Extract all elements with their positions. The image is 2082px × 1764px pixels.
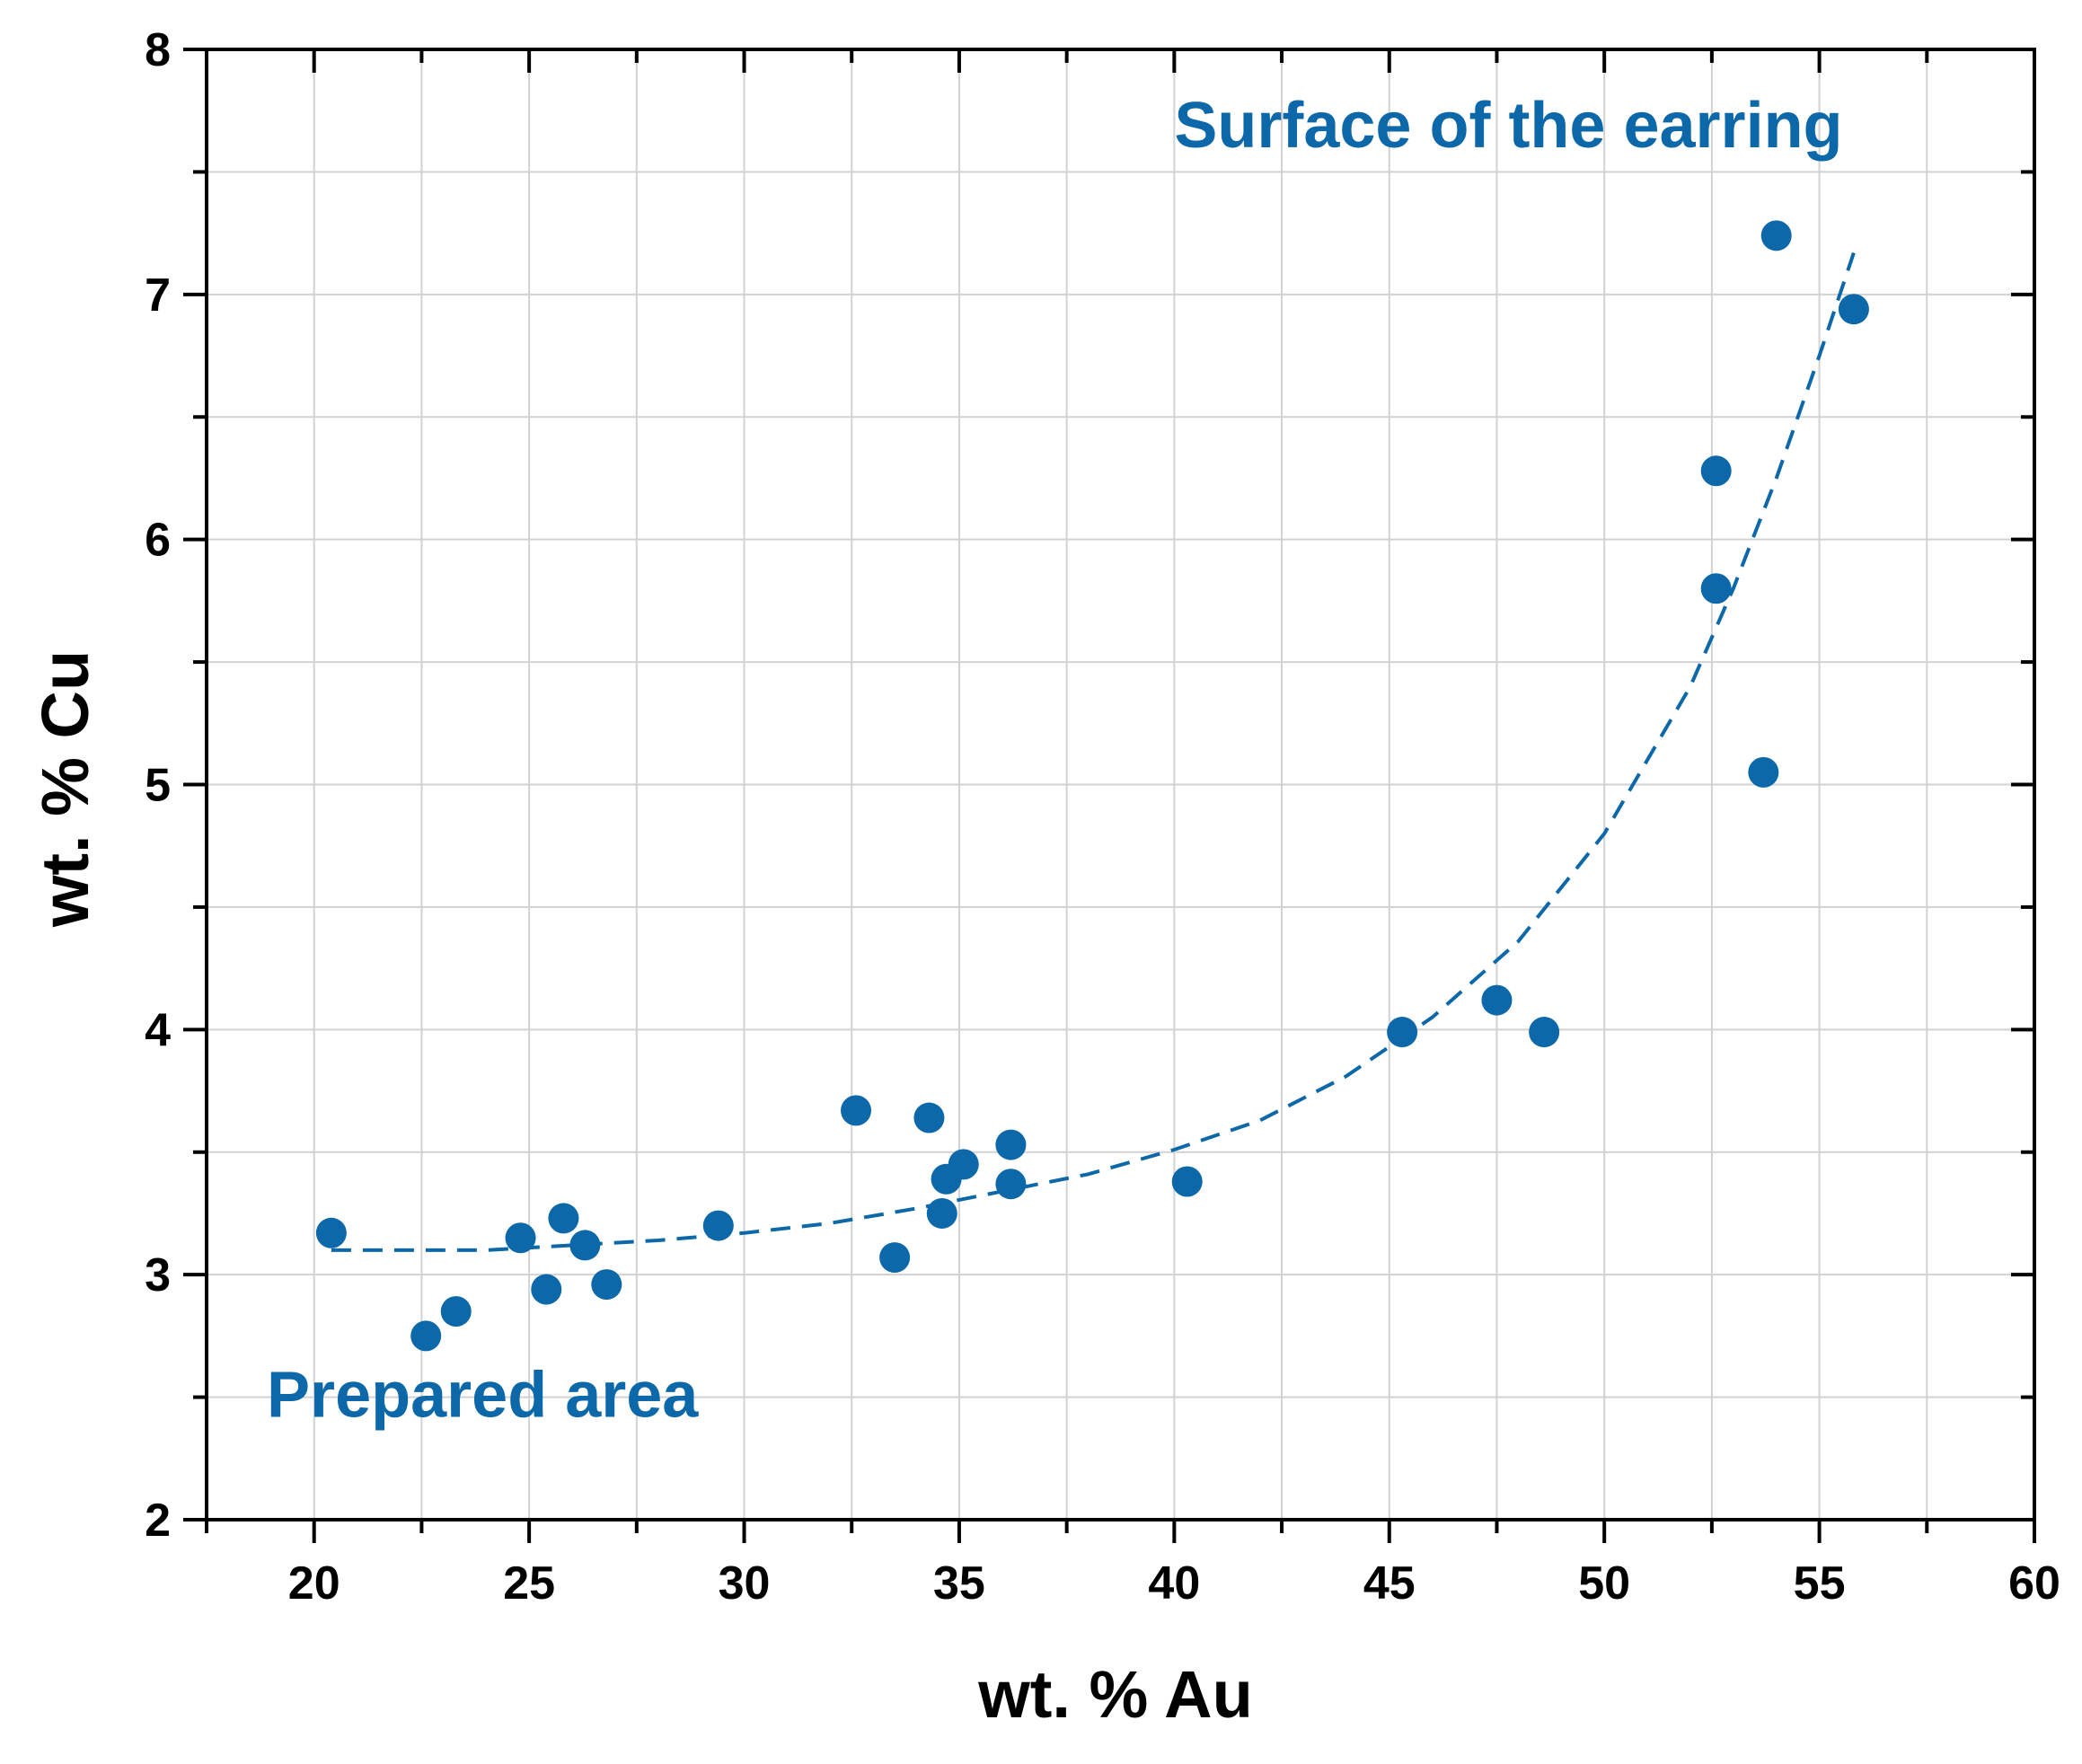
x-tick-label: 45 [1363,1557,1416,1610]
gridlines [207,49,2034,1520]
data-point [440,1296,472,1327]
data-point [841,1095,872,1126]
annotation-surface-of-the-earring: Surface of the earring [1174,90,1842,162]
data-point [1838,294,1869,325]
x-tick-label: 30 [719,1557,771,1610]
x-tick-label: 60 [2008,1557,2060,1610]
data-point [1700,573,1732,604]
x-axis-title: wt. % Au [977,1657,1253,1732]
data-point [1481,984,1513,1016]
data-point [569,1230,601,1261]
y-tick-label: 2 [145,1495,171,1547]
x-tick-label: 25 [503,1557,555,1610]
data-point [995,1169,1027,1200]
x-tick-label: 50 [1578,1557,1630,1610]
data-point [913,1102,945,1133]
y-tick-label: 8 [145,24,171,76]
y-tick-label: 6 [145,515,171,567]
data-point [1387,1017,1418,1048]
data-point [1529,1017,1560,1048]
data-points [315,220,1869,1352]
x-tick-label: 55 [1794,1557,1846,1610]
y-tick-label: 3 [145,1249,171,1301]
data-point [1748,756,1779,788]
x-tick-label: 40 [1148,1557,1200,1610]
data-point [505,1222,536,1254]
data-point [879,1242,911,1274]
data-point [1760,220,1792,251]
data-point [1171,1166,1203,1197]
data-point [926,1197,957,1229]
data-point [315,1217,347,1248]
fit-curve [331,251,1856,1252]
x-tick-label: 35 [933,1557,985,1610]
x-tick-label: 20 [288,1557,340,1610]
data-point [1700,455,1732,487]
y-axis-title: wt. % Cu [28,650,102,928]
y-tick-label: 7 [145,269,171,322]
data-point [548,1203,579,1234]
data-point [410,1320,442,1352]
data-point [591,1269,622,1301]
annotation-prepared-area: Prepared area [267,1359,699,1431]
data-point [531,1274,562,1305]
data-point [702,1210,734,1241]
y-tick-label: 4 [145,1004,171,1056]
data-point [948,1149,979,1180]
data-point [995,1129,1027,1160]
fit-curve-layer [331,251,1856,1252]
y-tick-label: 5 [145,760,171,812]
axes [183,48,2036,1543]
